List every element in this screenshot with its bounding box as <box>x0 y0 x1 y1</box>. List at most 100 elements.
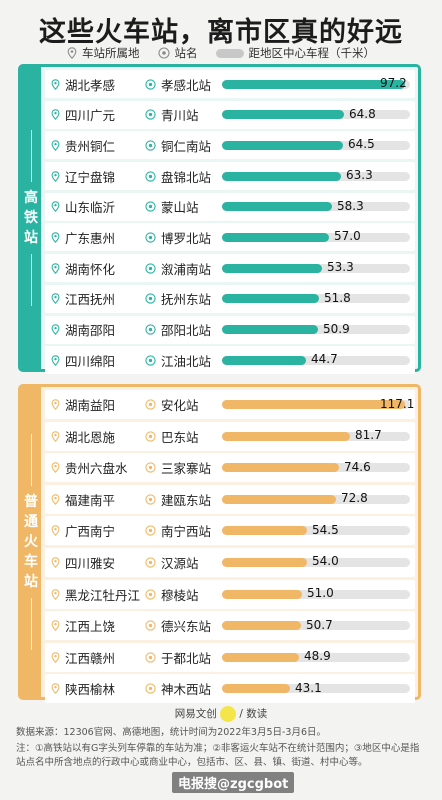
value-label: 117.1 <box>380 396 415 411</box>
legend-province: 车站所属地 <box>67 45 140 61</box>
province-cell: 山东临沂 <box>51 197 115 216</box>
province-cell: 广西南宁 <box>51 521 115 540</box>
hsr-label-dash <box>30 130 32 182</box>
station-label: 溆浦南站 <box>161 261 212 277</box>
distance-bar <box>222 171 341 181</box>
province-label: 四川绵阳 <box>65 353 116 369</box>
distance-bar <box>222 355 306 365</box>
bar-track <box>222 652 410 662</box>
value-label: 81.7 <box>355 428 382 443</box>
station-cell: 南宁西站 <box>145 521 211 540</box>
station-label: 三家寨站 <box>161 461 212 477</box>
value-label: 58.3 <box>337 198 364 213</box>
province-cell: 福建南平 <box>51 490 115 509</box>
location-pin-icon <box>51 557 60 568</box>
location-pin-icon <box>51 683 60 695</box>
table-row: 江西抚州 抚州东站 51.8 <box>45 284 415 313</box>
data-source: 数据来源：12306官网、高德地图，统计时间为2022年3月5日-3月6日。 <box>16 727 327 738</box>
location-pin-icon <box>51 293 60 305</box>
legend-station-label: 站名 <box>174 46 198 60</box>
footnote: 注：①高铁站以有G字头列车停靠的车站为准；②非客运火车站不在统计范围内；③地区中… <box>16 743 420 768</box>
distance-bar <box>222 263 322 273</box>
province-label: 湖北孝感 <box>65 77 116 93</box>
hsr-title-char: 铁 <box>24 210 38 226</box>
value-label: 51.8 <box>324 290 351 305</box>
province-cell: 江西抚州 <box>51 289 115 308</box>
province-cell: 湖南邵阳 <box>51 320 115 339</box>
station-cell: 博罗北站 <box>145 228 211 247</box>
location-pin-icon <box>51 494 60 505</box>
table-row: 贵州六盘水 三家寨站 74.6 <box>45 453 415 483</box>
train-station-icon <box>145 170 156 182</box>
station-cell: 安化站 <box>145 395 199 414</box>
value-label: 54.5 <box>312 522 339 537</box>
distance-bar <box>222 431 350 441</box>
train-station-icon <box>145 324 156 335</box>
train-station-icon <box>145 201 156 212</box>
train-station-icon <box>145 262 156 274</box>
station-label: 于都北站 <box>161 650 212 666</box>
bar-track <box>222 684 410 694</box>
value-label: 44.7 <box>311 352 338 367</box>
station-cell: 江油北站 <box>145 351 211 370</box>
location-pin-icon <box>51 324 60 335</box>
value-label: 51.0 <box>307 586 334 601</box>
province-cell: 江西赣州 <box>51 648 115 667</box>
value-label: 74.6 <box>344 459 371 474</box>
province-label: 湖南邵阳 <box>65 323 116 338</box>
province-cell: 湖北恩施 <box>51 427 115 446</box>
train-station-icon <box>145 462 156 473</box>
value-label: 72.8 <box>341 491 368 506</box>
credit-left: 网易 <box>174 708 196 720</box>
table-row: 辽宁盘锦 盘锦北站 63.3 <box>45 162 415 191</box>
table-row: 黑龙江牡丹江 穆棱站 51.0 <box>45 579 415 609</box>
location-pin-icon <box>51 525 60 537</box>
location-pin-icon <box>51 201 60 213</box>
distance-bar <box>222 463 339 473</box>
station-cell: 德兴东站 <box>145 616 211 635</box>
station-label: 江油北站 <box>161 353 212 369</box>
table-row: 四川广元 青川站 64.8 <box>45 100 415 129</box>
credit-right: / 数读 <box>239 708 268 720</box>
province-label: 广西南宁 <box>65 524 116 540</box>
location-pin-icon <box>51 652 60 663</box>
distance-bar <box>222 589 302 599</box>
location-pin-icon <box>51 109 60 121</box>
train-station-icon <box>145 140 156 151</box>
distance-bar <box>222 652 299 662</box>
regular-title-char: 火 <box>24 534 38 550</box>
table-row: 四川雅安 汉源站 54.0 <box>45 547 415 577</box>
distance-bar <box>222 232 329 242</box>
bar-track <box>222 494 410 504</box>
bar-track <box>222 463 410 473</box>
station-cell: 于都北站 <box>145 648 211 667</box>
distance-bar <box>222 400 405 409</box>
station-cell: 穆棱站 <box>145 585 199 604</box>
location-pin-icon <box>51 78 60 90</box>
regular-label-dash <box>30 434 32 486</box>
station-cell: 汉源站 <box>145 553 199 572</box>
bar-track <box>222 110 410 120</box>
regular-panel: 普通火车站 湖南益阳 安化站 117.1 湖北恩施 巴东站 81.7 贵州六盘水 三家寨站 74… <box>18 384 421 704</box>
station-label: 德兴东站 <box>161 619 212 635</box>
value-label: 57.0 <box>334 229 361 244</box>
station-cell: 三家寨站 <box>145 458 211 477</box>
page-title: 这些火车站，离市区真的好远 <box>39 17 403 48</box>
province-label: 贵州铜仁 <box>65 138 116 154</box>
legend-distance: 距地区中心车程（千米） <box>215 45 376 61</box>
bar-track <box>222 202 410 212</box>
bar-track <box>222 232 410 242</box>
table-row: 四川绵阳 江油北站 44.7 <box>45 346 415 375</box>
distance-bar <box>222 557 307 567</box>
location-pin-icon <box>51 430 60 442</box>
province-label: 江西抚州 <box>65 292 116 308</box>
location-pin-icon <box>51 232 60 243</box>
station-label: 建瓯东站 <box>161 492 212 508</box>
bar-track <box>222 294 410 304</box>
hsr-title-char: 站 <box>24 230 38 246</box>
legend-distance-label: 距地区中心车程（千米） <box>248 46 376 60</box>
station-cell: 抚州东站 <box>145 289 211 308</box>
train-station-icon <box>145 557 156 568</box>
province-cell: 陕西榆林 <box>51 679 115 698</box>
regular-title-char: 车 <box>24 554 38 570</box>
